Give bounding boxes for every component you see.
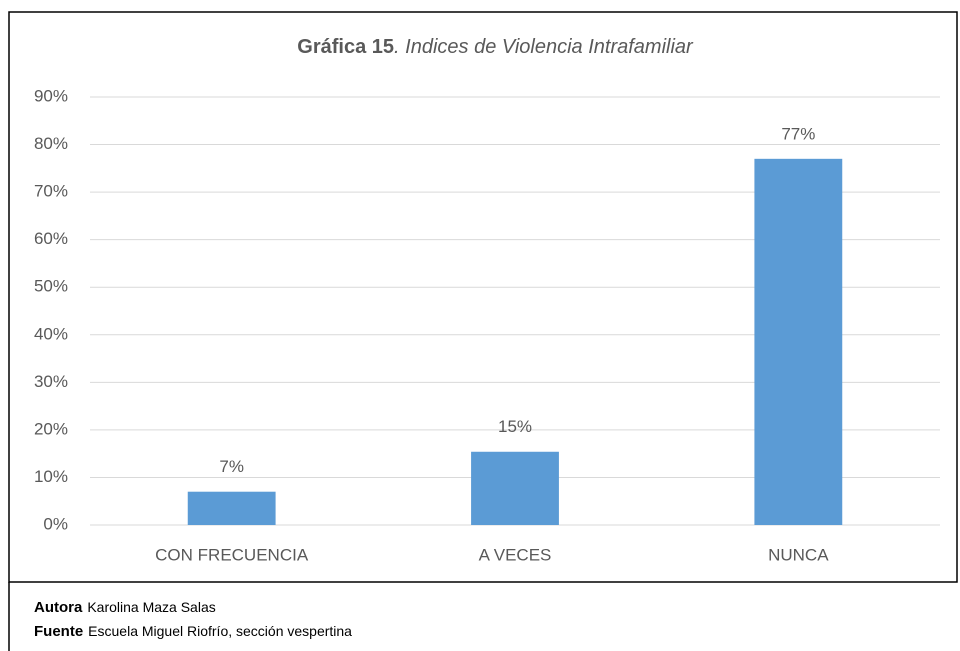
- y-tick-label: 70%: [34, 182, 68, 201]
- y-tick-label: 10%: [34, 467, 68, 486]
- data-label: 15%: [498, 417, 532, 436]
- data-label: 7%: [219, 457, 244, 476]
- bar: [754, 158, 843, 526]
- title-bold: Gráfica 15: [297, 36, 394, 58]
- source-label: Fuente: [34, 623, 83, 640]
- y-tick-label: 50%: [34, 277, 68, 296]
- author-label: Autora: [34, 599, 83, 616]
- y-tick-label: 30%: [34, 372, 68, 391]
- bar: [187, 491, 276, 525]
- data-label: 77%: [781, 124, 815, 143]
- y-tick-label: 0%: [43, 514, 68, 533]
- source-line: Fuente Escuela Miguel Riofrío, sección ve…: [34, 623, 352, 640]
- chart-title: Gráfica 15. Indices de Violencia Intrafa…: [297, 36, 694, 58]
- y-tick-label: 90%: [34, 86, 68, 105]
- bar: [471, 451, 559, 525]
- y-tick-label: 80%: [34, 134, 68, 153]
- y-tick-label: 40%: [34, 324, 68, 343]
- y-tick-label: 20%: [34, 419, 68, 438]
- source: Escuela Miguel Riofrío, sección vesperti…: [88, 623, 352, 639]
- x-tick-label: CON FRECUENCIA: [155, 545, 309, 564]
- author: Karolina Maza Salas: [87, 599, 215, 615]
- x-tick-label: A VECES: [479, 545, 552, 564]
- title-rest: . Indices de Violencia Intrafamiliar: [394, 36, 694, 58]
- y-tick-label: 60%: [34, 229, 68, 248]
- chart-frame: [8, 11, 958, 583]
- author-line: Autora Karolina Maza Salas: [34, 599, 216, 616]
- x-tick-label: NUNCA: [768, 545, 829, 564]
